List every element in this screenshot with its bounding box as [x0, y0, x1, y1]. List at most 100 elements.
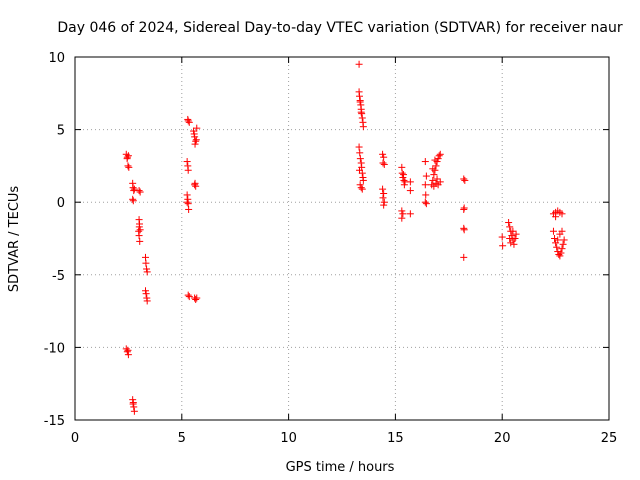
chart-title: Day 046 of 2024, Sidereal Day-to-day VTE…: [57, 20, 623, 36]
x-tick-label: 25: [601, 431, 618, 446]
x-axis-label: GPS time / hours: [286, 460, 395, 475]
data-point: [122, 345, 130, 353]
data-point: [406, 187, 414, 195]
data-point: [429, 165, 437, 173]
data-point: [130, 185, 138, 193]
data-point: [135, 223, 143, 231]
data-point: [553, 243, 561, 251]
data-point: [421, 181, 429, 189]
data-point: [183, 198, 191, 206]
y-axis-label: SDTVAR / TECUs: [7, 186, 22, 293]
data-point: [358, 114, 366, 122]
data-point: [356, 98, 364, 106]
data-point: [356, 92, 364, 100]
data-point: [123, 155, 131, 163]
plot-frame: [74, 56, 610, 421]
data-point: [192, 295, 200, 303]
data-point: [357, 184, 365, 192]
data-point: [125, 163, 133, 171]
data-point: [551, 235, 559, 242]
data-point: [380, 198, 388, 206]
data-point: [422, 172, 430, 180]
data-point: [380, 189, 388, 197]
x-tick-label: 15: [387, 431, 404, 446]
data-point: [190, 130, 198, 138]
data-point: [499, 242, 507, 250]
data-point: [143, 297, 151, 305]
data-point: [554, 248, 562, 256]
data-point: [460, 253, 468, 261]
data-point: [183, 191, 191, 199]
data-point: [185, 293, 193, 301]
data-point: [143, 265, 151, 273]
data-point: [124, 162, 132, 170]
data-point: [400, 171, 408, 179]
data-point: [142, 290, 150, 298]
data-point: [184, 115, 192, 123]
data-point: [460, 226, 468, 234]
y-tick-label: -10: [44, 341, 65, 356]
y-tick-label: 0: [57, 196, 65, 211]
y-tick-label: -15: [44, 414, 65, 429]
grid-lines: [75, 57, 609, 420]
data-point: [356, 155, 364, 163]
data-point: [460, 175, 468, 183]
data-point: [435, 152, 443, 160]
data-point: [406, 210, 414, 218]
data-point: [380, 201, 388, 209]
data-point: [560, 236, 568, 244]
data-point: [558, 210, 566, 218]
data-point: [130, 407, 138, 415]
axis-ticks: 0 5 10 15 20 25 -15 -10 -5 0 5 10: [44, 51, 618, 446]
data-point: [356, 181, 364, 189]
data-point: [556, 252, 564, 260]
data-point: [190, 127, 198, 135]
data-point: [436, 178, 444, 186]
x-tick-label: 5: [178, 431, 186, 446]
data-point: [429, 176, 437, 184]
data-point: [558, 245, 566, 253]
data-point: [191, 179, 199, 187]
data-point: [359, 176, 367, 184]
data-point: [398, 207, 406, 215]
data-point: [430, 171, 438, 179]
data-point: [380, 153, 388, 161]
data-point: [184, 166, 192, 174]
y-tick-label: 10: [48, 51, 65, 66]
data-point: [192, 137, 200, 145]
data-point: [379, 194, 387, 202]
data-point: [506, 223, 514, 231]
data-point: [398, 169, 406, 177]
data-point: [183, 158, 191, 166]
data-point: [506, 235, 514, 242]
data-point: [123, 348, 131, 356]
data-point: [185, 205, 193, 213]
data-point: [124, 346, 132, 354]
data-point: [432, 162, 440, 170]
data-point: [461, 176, 469, 184]
data-point: [398, 214, 406, 222]
data-point: [379, 159, 387, 167]
data-point: [193, 124, 201, 132]
data-point: [505, 219, 513, 227]
data-point: [460, 204, 468, 212]
data-point: [422, 200, 430, 208]
data-point: [379, 150, 387, 158]
data-point: [431, 156, 439, 164]
data-point: [359, 123, 367, 131]
data-point: [380, 160, 388, 168]
data-point: [399, 174, 407, 182]
data-point: [192, 136, 200, 144]
data-point: [135, 227, 143, 235]
data-point: [184, 291, 192, 299]
x-tick-label: 10: [280, 431, 297, 446]
data-point: [357, 108, 365, 116]
data-point: [436, 150, 444, 158]
data-point: [358, 185, 366, 193]
data-point: [509, 227, 517, 235]
data-point: [129, 184, 137, 192]
data-point: [356, 149, 364, 157]
data-points: [122, 60, 568, 415]
data-point: [433, 175, 441, 183]
x-tick-label: 20: [494, 431, 511, 446]
